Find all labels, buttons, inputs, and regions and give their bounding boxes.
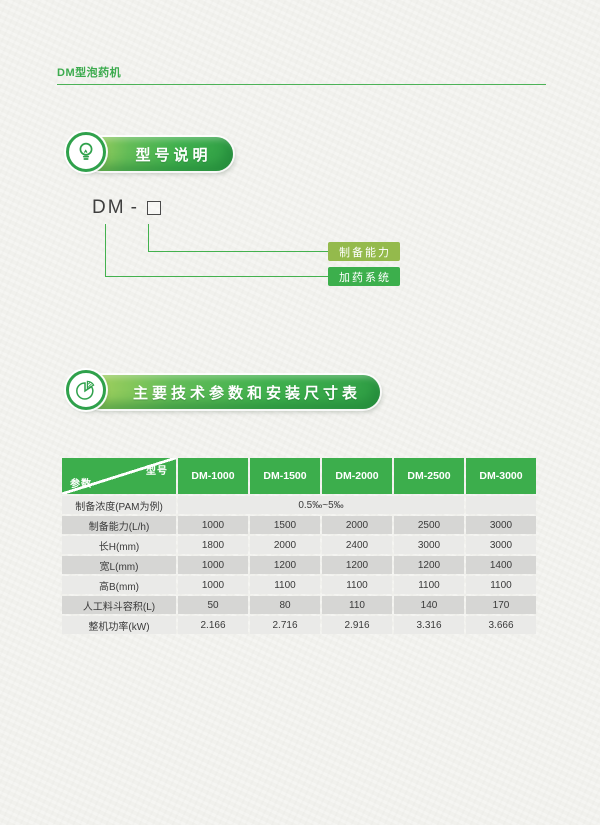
table-cell: 2400: [322, 536, 392, 554]
row-label: 制备能力(L/h): [62, 516, 176, 534]
table-cell: 3000: [466, 536, 536, 554]
section-banner-model: 型号说明: [84, 137, 233, 171]
table-cell: 1100: [250, 576, 320, 594]
table-cell: 3000: [466, 516, 536, 534]
table-cell: 2000: [250, 536, 320, 554]
section-banner-specs-label: 主要技术参数和安装尺寸表: [132, 384, 361, 402]
table-cell: 2.716: [250, 616, 320, 634]
connector-line: [105, 224, 106, 277]
table-cell: 2.166: [178, 616, 248, 634]
table-cell: 110: [322, 596, 392, 614]
section-banner-model-label: 型号说明: [135, 146, 212, 164]
row-label: 人工料斗容积(L): [62, 596, 176, 614]
row-label: 制备浓度(PAM为例): [62, 496, 176, 514]
table-cell: 50: [178, 596, 248, 614]
tag-dosing-system: 加药系统: [328, 267, 400, 286]
table-cell: 2000: [322, 516, 392, 534]
corner-label-params: 参数: [70, 479, 92, 490]
table-cell: 1500: [250, 516, 320, 534]
table-cell: [466, 496, 536, 514]
table-cell: 1400: [466, 556, 536, 574]
table-cell: 2.916: [322, 616, 392, 634]
table-row: 人工料斗容积(L) 50 80 110 140 170: [62, 596, 536, 614]
corner-label-model: 型号: [146, 466, 168, 477]
column-header: DM-2500: [394, 458, 464, 494]
table-cell: 140: [394, 596, 464, 614]
column-header: DM-1500: [250, 458, 320, 494]
model-code: DM -: [92, 197, 161, 219]
table-cell: 1200: [250, 556, 320, 574]
connector-line: [148, 251, 328, 252]
column-header: DM-3000: [466, 458, 536, 494]
table-row: 整机功率(kW) 2.166 2.716 2.916 3.316 3.666: [62, 616, 536, 634]
tag-preparation-capacity: 制备能力: [328, 242, 400, 261]
table-cell: 3000: [394, 536, 464, 554]
table-row: 宽L(mm) 1000 1200 1200 1200 1400: [62, 556, 536, 574]
table-cell: 2500: [394, 516, 464, 534]
table-cell: 1000: [178, 576, 248, 594]
table-cell: 80: [250, 596, 320, 614]
table-cell: 3.316: [394, 616, 464, 634]
spec-table-body: 制备浓度(PAM为例) 0.5‰~5‰ 制备能力(L/h) 1000 1500 2000 2…: [62, 496, 536, 634]
table-cell: 3.666: [466, 616, 536, 634]
table-cell: 1100: [466, 576, 536, 594]
model-placeholder-box: [146, 201, 161, 215]
table-row: 制备能力(L/h) 1000 1500 2000 2500 3000: [62, 516, 536, 534]
table-cell: 170: [466, 596, 536, 614]
model-separator: -: [130, 197, 139, 218]
table-cell: 1800: [178, 536, 248, 554]
table-cell: 1200: [322, 556, 392, 574]
row-label: 高B(mm): [62, 576, 176, 594]
connector-line: [148, 224, 149, 252]
lightbulb-icon: [66, 132, 106, 172]
row-label: 整机功率(kW): [62, 616, 176, 634]
table-cell: 0.5‰~5‰: [178, 496, 464, 514]
page-title: DM型泡药机: [57, 67, 122, 79]
row-label: 宽L(mm): [62, 556, 176, 574]
table-row: 高B(mm) 1000 1100 1100 1100 1100: [62, 576, 536, 594]
column-header: DM-2000: [322, 458, 392, 494]
table-cell: 1100: [322, 576, 392, 594]
table-cell: 1100: [394, 576, 464, 594]
table-row: 制备浓度(PAM为例) 0.5‰~5‰: [62, 496, 536, 514]
pie-chart-icon: [66, 370, 106, 410]
section-banner-specs: 主要技术参数和安装尺寸表: [84, 375, 380, 409]
table-cell: 1000: [178, 556, 248, 574]
connector-line: [105, 276, 328, 277]
row-label: 长H(mm): [62, 536, 176, 554]
spec-table-header-row: 型号 参数 DM-1000 DM-1500 DM-2000 DM-2500 DM-300…: [62, 458, 536, 494]
model-prefix: DM: [92, 197, 126, 218]
column-header: DM-1000: [178, 458, 248, 494]
corner-header-cell: 型号 参数: [62, 458, 176, 494]
table-cell: 1000: [178, 516, 248, 534]
spec-table: 型号 参数 DM-1000 DM-1500 DM-2000 DM-2500 DM-300…: [60, 456, 538, 636]
table-row: 长H(mm) 1800 2000 2400 3000 3000: [62, 536, 536, 554]
table-cell: 1200: [394, 556, 464, 574]
header-divider: [57, 84, 546, 85]
